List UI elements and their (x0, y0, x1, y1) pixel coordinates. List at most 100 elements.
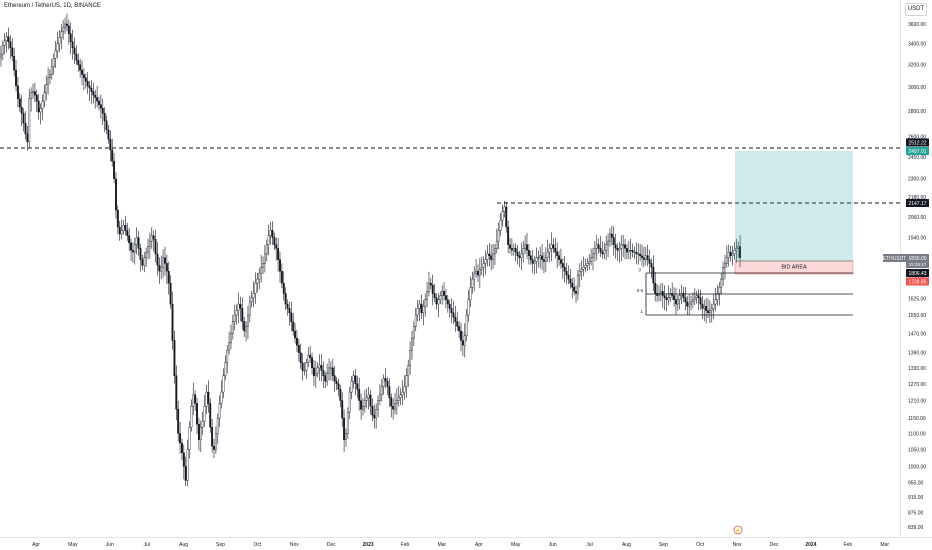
candle-body (648, 259, 651, 264)
candle-body (624, 244, 626, 249)
candle-body (90, 87, 93, 92)
candle-body (282, 282, 285, 294)
candle-body (695, 295, 698, 298)
candle-body (482, 263, 485, 268)
candle-body (582, 267, 585, 270)
candle-body (735, 248, 738, 251)
currency-selector[interactable]: USDT (905, 3, 927, 16)
candle-body (314, 372, 317, 376)
time-tick-label: Feb (401, 542, 410, 548)
candle-body (194, 394, 197, 404)
candle-body (480, 267, 483, 270)
candle-body (186, 449, 189, 481)
candle-body (371, 406, 374, 416)
candle-body (94, 94, 97, 98)
candle-body (99, 104, 102, 109)
alert-marker-icon[interactable] (733, 525, 743, 535)
candle-body (297, 345, 300, 353)
candle-body (197, 423, 200, 440)
candle-body (550, 244, 553, 249)
candle-body (196, 403, 198, 425)
candle-body (130, 242, 132, 251)
candle-body (414, 314, 417, 327)
candle-body (26, 133, 29, 142)
candle-body (461, 340, 464, 346)
candle-body (395, 400, 398, 404)
time-tick-label: Oct (254, 542, 262, 548)
candle-body (177, 409, 180, 434)
candle-body (516, 251, 519, 256)
candle-body (554, 248, 557, 253)
candle-body (427, 282, 430, 292)
candle-body (422, 306, 425, 314)
candle-body (407, 365, 410, 376)
candle-body (394, 403, 396, 410)
time-tick-label: Apr (475, 542, 483, 548)
candle-body (609, 233, 611, 242)
candle-body (708, 310, 711, 314)
candle-body (690, 301, 692, 305)
candle-body (563, 267, 566, 272)
candle-body (352, 375, 355, 382)
candle-body (420, 303, 423, 314)
candle-body (286, 303, 289, 309)
candle-body (58, 37, 61, 44)
candle-body (373, 414, 376, 419)
candle-body (262, 263, 264, 268)
price-axis[interactable]: 3600.00 3400.00 3200.00 3000.00 2800.00 2600.… (908, 22, 926, 531)
candle-body (263, 253, 266, 264)
candle-body (54, 50, 57, 59)
candle-body (252, 293, 255, 298)
candle-body (382, 378, 385, 387)
candle-body (392, 406, 395, 410)
candle-body (92, 91, 95, 96)
candle-body (164, 257, 166, 264)
candle-body (405, 375, 408, 387)
candle-body (403, 386, 406, 393)
candle-body (684, 297, 687, 303)
candle-body (41, 100, 44, 109)
candle-body (184, 466, 187, 481)
candle-body (512, 248, 515, 251)
candle-body (580, 268, 583, 272)
candle-body (113, 160, 116, 179)
candle-body (416, 308, 419, 316)
price-tick-label: 1050.00 (908, 448, 926, 454)
candle-body (424, 299, 427, 307)
candle-body (322, 370, 325, 376)
candle-body (333, 375, 336, 382)
candle-body (109, 138, 112, 151)
candle-body (143, 257, 146, 266)
candle-body (122, 225, 125, 231)
candle-body (522, 248, 525, 255)
candle-body (505, 206, 508, 228)
candle-body (156, 253, 159, 266)
candle-body (258, 272, 261, 280)
candle-body (182, 452, 185, 467)
candle-body (671, 293, 674, 296)
time-axis[interactable]: Apr May Jun Jul Aug Sep Oct Nov Dec 2023 Feb Mar Apr… (32, 542, 889, 548)
candle-body (533, 261, 536, 264)
candle-body (497, 230, 500, 242)
candle-body (390, 397, 393, 407)
candle-body (593, 248, 596, 255)
candle-body (318, 365, 321, 369)
long-position-target-zone[interactable] (735, 151, 853, 261)
candle-body (158, 265, 161, 272)
candle-body (622, 244, 625, 246)
candle-body (365, 397, 368, 401)
candle-body (37, 100, 40, 113)
tag-entry: 1806.43 (908, 271, 926, 277)
candle-body (169, 282, 172, 305)
candle-body (307, 354, 310, 363)
tag-target-top-bg (906, 147, 929, 155)
price-tick-label: 915.00 (908, 495, 924, 501)
price-tick-label: 1210.00 (908, 399, 926, 405)
price-tick-label: 2060.00 (908, 215, 926, 221)
candle-body (654, 282, 657, 294)
candle-body (473, 272, 476, 280)
candle-body (180, 442, 183, 454)
candle-body (388, 386, 391, 398)
candle-body (326, 372, 329, 382)
